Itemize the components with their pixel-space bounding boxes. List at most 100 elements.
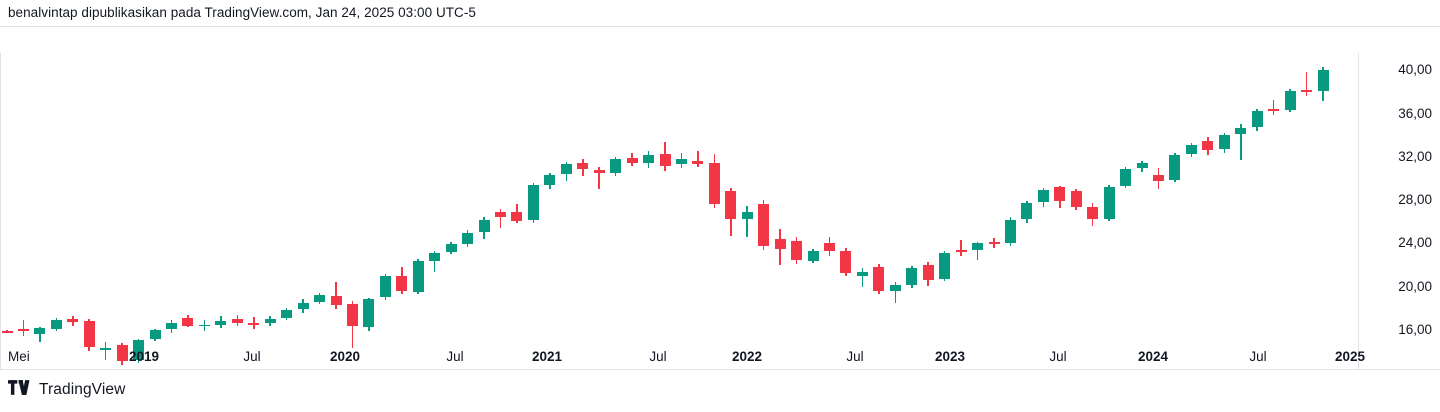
candlestick bbox=[1235, 53, 1247, 370]
time-axis-tick: Jul bbox=[243, 349, 261, 364]
price-axis-tick: 16,00 bbox=[1398, 321, 1432, 337]
candle-body bbox=[67, 319, 79, 323]
candle-body bbox=[1087, 206, 1099, 219]
candle-body bbox=[577, 163, 589, 169]
chart-attribution-text: benalvintap dipublikasikan pada TradingV… bbox=[8, 5, 476, 20]
candle-body bbox=[725, 191, 737, 219]
candlestick bbox=[643, 53, 655, 370]
candle-wick bbox=[22, 320, 25, 337]
candlestick bbox=[34, 53, 46, 370]
candle-wick bbox=[861, 268, 864, 287]
candle-body bbox=[791, 241, 803, 260]
candlestick bbox=[1284, 53, 1296, 370]
candle-body bbox=[906, 268, 918, 285]
candle-wick bbox=[1305, 72, 1308, 97]
candle-body bbox=[166, 323, 177, 329]
candlestick bbox=[314, 53, 326, 370]
candlestick bbox=[758, 53, 770, 370]
candle-body bbox=[1301, 89, 1313, 92]
time-axis-tick: Jul bbox=[446, 349, 464, 364]
candlestick bbox=[807, 53, 819, 370]
candle-body bbox=[412, 260, 424, 293]
candlestick bbox=[445, 53, 457, 370]
candle-body bbox=[741, 212, 753, 219]
candlestick bbox=[198, 53, 210, 370]
candlestick bbox=[297, 53, 309, 370]
time-axis-tick: Mei bbox=[8, 349, 30, 364]
candle-body bbox=[198, 324, 210, 327]
time-axis-tick: 2024 bbox=[1137, 349, 1169, 364]
tradingview-footer: TradingView bbox=[8, 380, 125, 400]
price-axis-tick: 40,00 bbox=[1398, 62, 1432, 78]
candle-body bbox=[511, 212, 523, 221]
candle-body bbox=[1103, 187, 1115, 219]
candlestick bbox=[527, 53, 539, 370]
candlestick bbox=[248, 53, 260, 370]
time-axis-tick: Jul bbox=[649, 349, 667, 364]
candle-body bbox=[1317, 70, 1329, 91]
price-axis[interactable]: 40,00 36,00 32,00 28,00 24,00 20,00 16,00 bbox=[1358, 53, 1440, 370]
chart-plot-area[interactable] bbox=[0, 53, 1358, 370]
candle-wick bbox=[433, 250, 436, 272]
candlestick bbox=[166, 53, 177, 370]
time-axis-tick: 2020 bbox=[329, 349, 361, 364]
time-axis-tick: 2022 bbox=[731, 349, 763, 364]
candlestick bbox=[972, 53, 984, 370]
candlestick bbox=[182, 53, 194, 370]
candlestick bbox=[889, 53, 901, 370]
candlestick bbox=[1087, 53, 1099, 370]
candle-body bbox=[1021, 203, 1033, 219]
candle-body bbox=[626, 157, 638, 164]
time-axis-tick: Jul bbox=[1049, 349, 1067, 364]
candlestick bbox=[412, 53, 424, 370]
candle-body bbox=[495, 212, 506, 218]
candlestick bbox=[1268, 53, 1280, 370]
candle-wick bbox=[1272, 99, 1275, 115]
candle-wick bbox=[976, 242, 979, 260]
candlestick bbox=[922, 53, 934, 370]
candlestick bbox=[1153, 53, 1164, 370]
candle-wick bbox=[39, 326, 41, 342]
candle-body bbox=[1169, 154, 1181, 180]
price-axis-tick: 32,00 bbox=[1398, 148, 1432, 164]
candlestick bbox=[363, 53, 375, 370]
candle-body bbox=[988, 242, 1000, 245]
candle-wick bbox=[499, 208, 502, 229]
candle-body bbox=[1, 331, 13, 333]
candlestick bbox=[791, 53, 803, 370]
candlestick bbox=[1317, 53, 1329, 370]
candle-body bbox=[873, 267, 885, 291]
candlestick bbox=[593, 53, 605, 370]
candle-body bbox=[544, 175, 556, 185]
candle-body bbox=[133, 339, 145, 361]
price-axis-tick: 36,00 bbox=[1398, 105, 1432, 121]
candle-body bbox=[1185, 144, 1197, 154]
candle-wick bbox=[252, 316, 255, 329]
candle-body bbox=[346, 304, 358, 326]
candle-body bbox=[675, 159, 687, 165]
tradingview-logo-icon bbox=[8, 380, 32, 400]
candle-body bbox=[297, 302, 309, 310]
time-axis-tick: 2021 bbox=[531, 349, 563, 364]
candlestick bbox=[1120, 53, 1132, 370]
candle-body bbox=[955, 249, 967, 252]
candlestick bbox=[462, 53, 474, 370]
candlestick bbox=[17, 53, 29, 370]
candlestick bbox=[346, 53, 358, 370]
candlestick bbox=[988, 53, 1000, 370]
candlestick bbox=[1037, 53, 1049, 370]
candlestick bbox=[675, 53, 687, 370]
candle-body bbox=[824, 243, 835, 251]
candlestick bbox=[100, 53, 112, 370]
candle-body bbox=[429, 253, 441, 261]
candlestick bbox=[379, 53, 391, 370]
candle-body bbox=[1054, 187, 1066, 202]
candlestick bbox=[1, 53, 13, 370]
candlestick bbox=[626, 53, 638, 370]
time-axis[interactable]: Mei 2019 Jul 2020 Jul 2021 Jul 2022 Jul 2023 Jul 20… bbox=[0, 343, 1440, 370]
candlestick bbox=[396, 53, 408, 370]
candlestick bbox=[659, 53, 671, 370]
candlestick bbox=[1004, 53, 1016, 370]
candle-body bbox=[1218, 135, 1230, 150]
candlestick bbox=[1054, 53, 1066, 370]
